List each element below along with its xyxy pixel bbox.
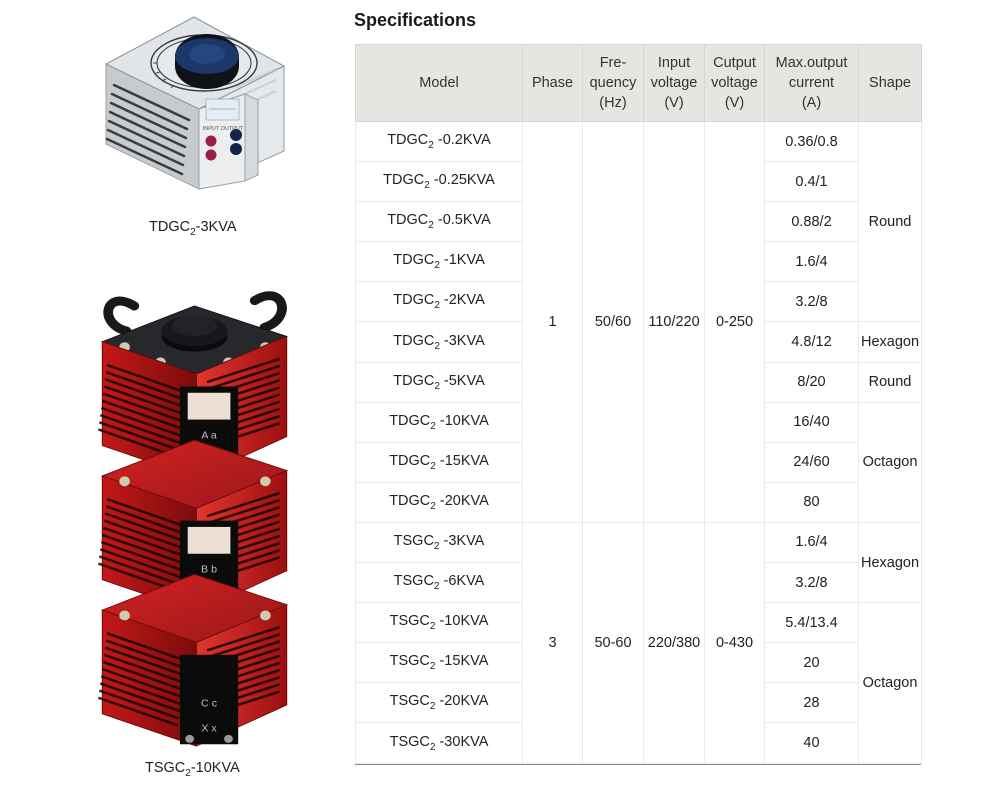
svg-text:X x: X x (201, 724, 217, 735)
svg-text:B b: B b (201, 565, 217, 576)
svg-text:A a: A a (201, 431, 217, 442)
svg-text:C c: C c (201, 699, 217, 710)
